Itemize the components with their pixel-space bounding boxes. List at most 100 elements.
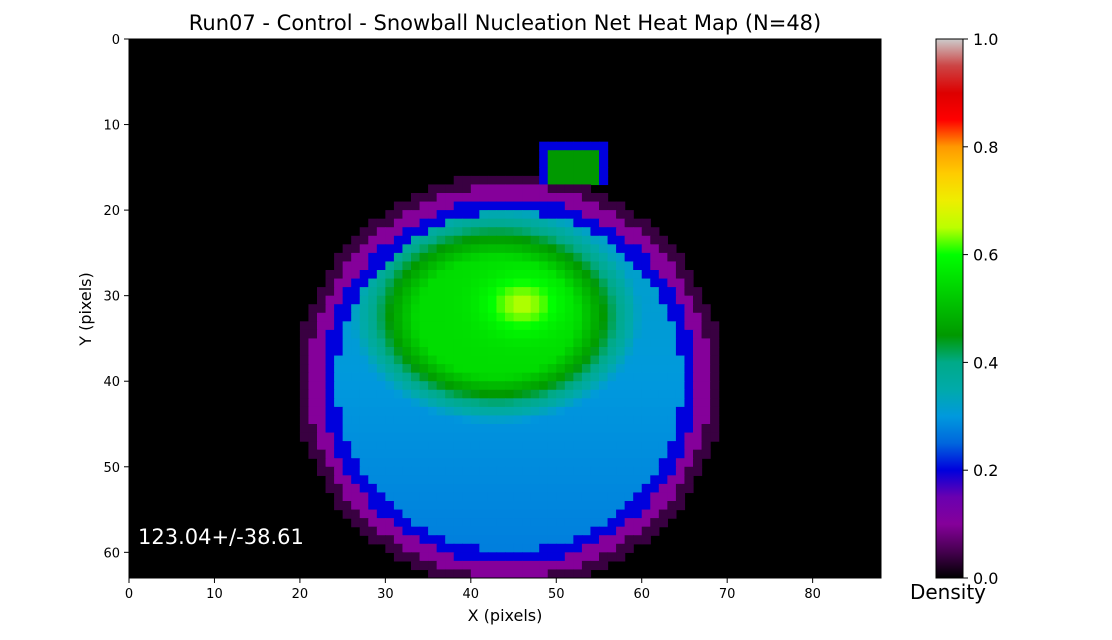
- heatmap-cell: [658, 389, 668, 399]
- heatmap-cell: [479, 543, 489, 553]
- heatmap-cell: [547, 278, 557, 288]
- heatmap-cell: [368, 329, 378, 340]
- heatmap-cell: [393, 329, 404, 340]
- heatmap-cell: [701, 347, 711, 357]
- heatmap-cell: [616, 372, 626, 382]
- heatmap-cell: [462, 475, 472, 485]
- heatmap-cell: [539, 389, 549, 399]
- heatmap-cell: [470, 501, 480, 511]
- heatmap-cell: [470, 321, 480, 331]
- heatmap-cell: [351, 304, 361, 314]
- heatmap-cell: [479, 475, 489, 485]
- heatmap-cell: [641, 218, 651, 228]
- heatmap-cell: [547, 535, 557, 545]
- heatmap-cell: [590, 210, 600, 220]
- heatmap-cell: [599, 483, 609, 494]
- x-tick-label: 60: [633, 587, 650, 602]
- heatmap-cell: [539, 287, 549, 297]
- heatmap-cell: [522, 432, 532, 442]
- heatmap-cell: [590, 466, 600, 476]
- heatmap-cell: [564, 509, 574, 519]
- heatmap-cell: [479, 492, 489, 502]
- heatmap-cell: [675, 389, 686, 399]
- heatmap-cell: [581, 509, 592, 519]
- heatmap-cell: [393, 201, 404, 211]
- heatmap-cell: [428, 329, 438, 340]
- heatmap-cell: [496, 483, 506, 494]
- heatmap-cell: [376, 501, 386, 511]
- heatmap-cell: [368, 449, 378, 459]
- heatmap-cell: [376, 441, 386, 451]
- heatmap-cell: [675, 441, 686, 451]
- heatmap-cell: [641, 304, 651, 314]
- heatmap-cell: [376, 347, 386, 357]
- heatmap-cell: [684, 441, 694, 451]
- heatmap-cell: [539, 295, 549, 305]
- heatmap-cell: [633, 295, 643, 305]
- heatmap-cell: [641, 535, 651, 545]
- heatmap-cell: [479, 235, 489, 245]
- heatmap-cell: [633, 535, 643, 545]
- heatmap-cell: [556, 158, 566, 168]
- heatmap-cell: [505, 569, 515, 578]
- heatmap-cell: [445, 475, 455, 485]
- heatmap-cell: [581, 458, 592, 468]
- heatmap-cell: [496, 406, 506, 417]
- heatmap-cell: [530, 287, 540, 297]
- heatmap-cell: [470, 261, 480, 271]
- heatmap-cell: [402, 552, 412, 562]
- heatmap-cell: [522, 483, 532, 494]
- heatmap-cell: [650, 312, 660, 322]
- heatmap-cell: [479, 355, 489, 365]
- heatmap-cell: [530, 569, 540, 578]
- heatmap-cell: [616, 261, 626, 271]
- heatmap-cell: [436, 312, 446, 322]
- heatmap-cell: [624, 458, 634, 468]
- heatmap-cell: [539, 167, 549, 177]
- heatmap-cell: [624, 424, 634, 434]
- heatmap-cell: [513, 475, 523, 485]
- heatmap-cell: [522, 218, 532, 228]
- heatmap-cell: [513, 381, 523, 391]
- heatmap-cell: [376, 355, 386, 365]
- heatmap-cell: [445, 372, 455, 382]
- heatmap-cell: [342, 483, 352, 494]
- heatmap-cell: [564, 201, 574, 211]
- heatmap-cell: [411, 261, 421, 271]
- heatmap-cell: [616, 364, 626, 374]
- heatmap-cell: [428, 466, 438, 476]
- heatmap-cell: [564, 175, 574, 186]
- heatmap-cell: [658, 509, 668, 519]
- heatmap-cell: [633, 389, 643, 399]
- heatmap-cell: [453, 252, 463, 263]
- heatmap-cell: [419, 227, 429, 237]
- heatmap-cell: [368, 415, 378, 425]
- heatmap-cell: [453, 526, 463, 536]
- heatmap-cell: [470, 432, 480, 442]
- heatmap-cell: [616, 509, 626, 519]
- heatmap-cell: [479, 201, 489, 211]
- heatmap-cell: [513, 364, 523, 374]
- heatmap-cell: [547, 466, 557, 476]
- heatmap-cell: [522, 552, 532, 562]
- heatmap-cell: [393, 389, 404, 399]
- heatmap-cell: [650, 475, 660, 485]
- heatmap-cell: [351, 458, 361, 468]
- heatmap-cell: [684, 483, 694, 494]
- heatmap-cell: [479, 329, 489, 340]
- heatmap-cell: [573, 270, 583, 280]
- heatmap-cell: [581, 312, 592, 322]
- heatmap-cell: [616, 201, 626, 211]
- heatmap-cell: [675, 449, 686, 459]
- heatmap-cell: [428, 321, 438, 331]
- heatmap-cell: [342, 312, 352, 322]
- colorbar-tick-label: 0.4: [973, 353, 998, 372]
- heatmap-cell: [590, 458, 600, 468]
- heatmap-cell: [522, 329, 532, 340]
- heatmap-cell: [607, 389, 617, 399]
- heatmap-cell: [684, 389, 694, 399]
- heatmap-cell: [564, 475, 574, 485]
- heatmap-cell: [590, 543, 600, 553]
- heatmap-cell: [445, 261, 455, 271]
- heatmap-cell: [513, 175, 523, 186]
